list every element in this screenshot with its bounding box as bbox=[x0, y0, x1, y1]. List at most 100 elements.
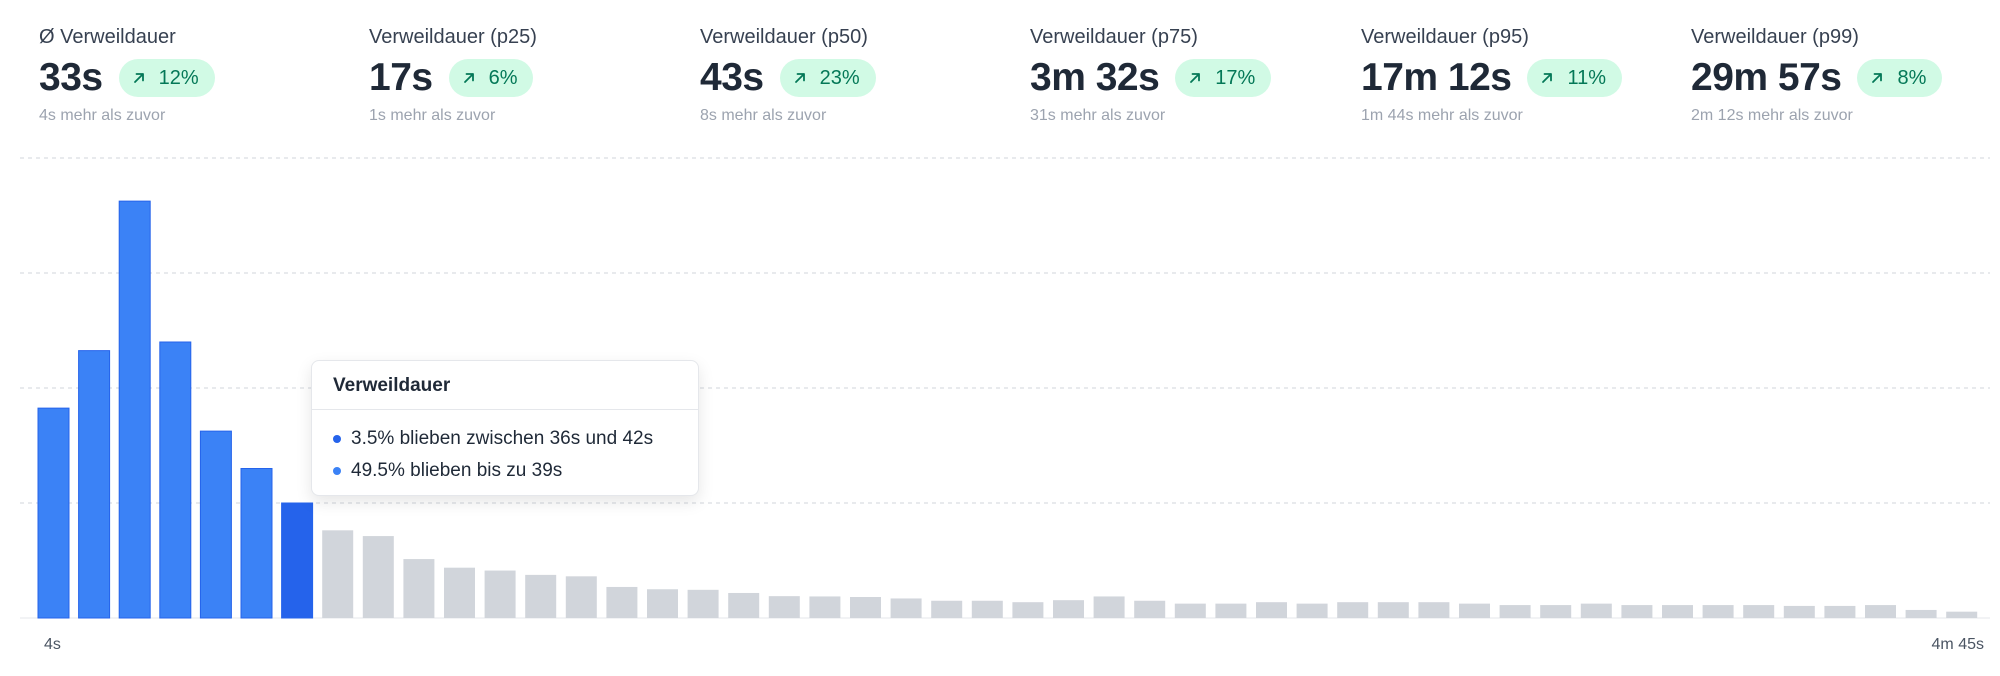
stat-value: 3m 32s bbox=[1030, 56, 1160, 99]
histogram-bar[interactable] bbox=[1905, 609, 1937, 618]
histogram-bar[interactable] bbox=[1256, 602, 1287, 618]
change-value: 11% bbox=[1567, 66, 1607, 89]
histogram-bar[interactable] bbox=[118, 200, 151, 619]
histogram-bar[interactable] bbox=[890, 598, 922, 618]
stat-label: Verweildauer (p99) bbox=[1691, 26, 1859, 48]
stat-value: 29m 57s bbox=[1691, 56, 1842, 99]
histogram-bar[interactable] bbox=[362, 536, 394, 618]
arrow-up-right-icon bbox=[1542, 73, 1553, 83]
stat-label: Ø Verweildauer bbox=[39, 26, 176, 48]
histogram-bar[interactable] bbox=[931, 600, 963, 618]
arrow-up-right-icon bbox=[794, 73, 805, 83]
histogram-bar[interactable] bbox=[1621, 605, 1653, 618]
histogram-bar[interactable] bbox=[1296, 603, 1328, 618]
series-dot-icon bbox=[333, 435, 341, 443]
x-axis-end-label: 4m 45s bbox=[1931, 636, 1984, 653]
tooltip-item: 49.5% blieben bis zu 39s bbox=[333, 455, 653, 487]
histogram-bar[interactable] bbox=[971, 600, 1003, 618]
change-value: 8% bbox=[1897, 66, 1927, 89]
histogram-bar[interactable] bbox=[1053, 600, 1084, 618]
arrow-up-right-icon bbox=[1872, 73, 1883, 83]
stat-label: Verweildauer (p95) bbox=[1361, 26, 1529, 48]
histogram-bar[interactable] bbox=[728, 592, 760, 618]
histogram-bar[interactable] bbox=[1540, 605, 1572, 618]
arrow-up-right-icon bbox=[463, 73, 474, 83]
stat-subtext: 4s mehr als zuvor bbox=[39, 107, 166, 124]
change-value: 6% bbox=[488, 66, 518, 89]
stat-p95: Verweildauer (p95) 17m 12s 11% 1m 44s me… bbox=[1361, 26, 1623, 125]
stat-subtext: 31s mehr als zuvor bbox=[1030, 107, 1166, 124]
histogram-bar[interactable] bbox=[1702, 605, 1734, 618]
histogram-bar[interactable] bbox=[1662, 605, 1693, 618]
stat-subtext: 2m 12s mehr als zuvor bbox=[1691, 107, 1853, 124]
change-badge: 17% bbox=[1175, 59, 1272, 97]
tooltip-divider bbox=[312, 409, 698, 410]
histogram-bar[interactable] bbox=[1134, 600, 1166, 618]
arrow-up-right-icon bbox=[1190, 73, 1201, 83]
histogram-bar[interactable] bbox=[1093, 596, 1125, 618]
series-dot-icon bbox=[333, 467, 341, 475]
histogram-bar[interactable] bbox=[525, 574, 557, 618]
stat-subtext: 1m 44s mehr als zuvor bbox=[1361, 107, 1523, 124]
stat-label: Verweildauer (p25) bbox=[369, 26, 537, 48]
histogram-bar[interactable] bbox=[1743, 605, 1775, 618]
histogram-bar[interactable] bbox=[606, 586, 638, 618]
histogram-bar[interactable] bbox=[809, 596, 841, 618]
histogram-bar[interactable] bbox=[1824, 605, 1856, 618]
histogram-bar[interactable] bbox=[647, 589, 678, 618]
stat-label: Verweildauer (p75) bbox=[1030, 26, 1198, 48]
stat-p99: Verweildauer (p99) 29m 57s 8% 2m 12s meh… bbox=[1691, 26, 1943, 125]
stat-value: 17m 12s bbox=[1361, 56, 1512, 99]
stats-row: Ø Verweildauer 33s 12% 4s mehr als zuvor… bbox=[39, 26, 1989, 126]
histogram-bar[interactable] bbox=[1499, 605, 1531, 618]
arrow-up-right-icon bbox=[133, 73, 144, 83]
tooltip-title: Verweildauer bbox=[333, 375, 451, 396]
stat-label: Verweildauer (p50) bbox=[700, 26, 868, 48]
histogram-bar[interactable] bbox=[1865, 605, 1896, 618]
change-value: 12% bbox=[158, 66, 199, 89]
change-badge: 12% bbox=[118, 59, 215, 97]
histogram-bar[interactable] bbox=[403, 559, 435, 618]
histogram-bar[interactable] bbox=[1783, 605, 1815, 618]
histogram-bar[interactable] bbox=[1174, 603, 1206, 618]
histogram-bar[interactable] bbox=[1459, 603, 1490, 618]
histogram-bar[interactable] bbox=[484, 570, 516, 618]
histogram-bar[interactable] bbox=[199, 430, 232, 619]
stat-p75: Verweildauer (p75) 3m 32s 17% 31s mehr a… bbox=[1030, 26, 1272, 125]
duration-histogram bbox=[20, 157, 1990, 619]
histogram-bar[interactable] bbox=[1012, 602, 1044, 618]
tooltip-item-text: 3.5% blieben zwischen 36s und 42s bbox=[351, 428, 654, 449]
stat-p50: Verweildauer (p50) 43s 23% 8s mehr als z… bbox=[700, 26, 876, 125]
stat-value: 17s bbox=[369, 56, 433, 99]
stat-value: 33s bbox=[39, 56, 103, 99]
histogram-bar[interactable] bbox=[159, 341, 192, 619]
stat-p25: Verweildauer (p25) 17s 6% 1s mehr als zu… bbox=[369, 26, 537, 125]
stat-value: 43s bbox=[700, 56, 764, 99]
histogram-bar[interactable] bbox=[37, 407, 70, 619]
histogram-bar[interactable] bbox=[1377, 602, 1409, 618]
histogram-bar[interactable] bbox=[240, 468, 273, 619]
x-axis-start-label: 4s bbox=[44, 636, 61, 653]
change-badge: 8% bbox=[1857, 59, 1943, 97]
histogram-bar[interactable] bbox=[78, 350, 111, 619]
histogram-bar[interactable] bbox=[565, 576, 597, 618]
histogram-bar[interactable] bbox=[1418, 602, 1450, 618]
change-badge: 11% bbox=[1527, 59, 1623, 97]
histogram-bar[interactable] bbox=[1337, 602, 1369, 618]
histogram-bar[interactable] bbox=[1215, 603, 1247, 618]
change-badge: 23% bbox=[779, 59, 876, 97]
histogram-bar[interactable] bbox=[687, 589, 719, 618]
histogram-bar[interactable] bbox=[322, 530, 354, 618]
histogram-bar[interactable] bbox=[1580, 603, 1612, 618]
histogram-bar[interactable] bbox=[281, 502, 314, 619]
change-badge: 6% bbox=[448, 59, 534, 97]
change-value: 17% bbox=[1215, 66, 1256, 89]
change-value: 23% bbox=[819, 66, 860, 89]
tooltip-item: 3.5% blieben zwischen 36s und 42s bbox=[333, 423, 653, 455]
histogram-bar[interactable] bbox=[1946, 611, 1978, 618]
stat-subtext: 1s mehr als zuvor bbox=[369, 107, 496, 124]
histogram-bar[interactable] bbox=[850, 597, 881, 618]
stat-subtext: 8s mehr als zuvor bbox=[700, 107, 827, 124]
histogram-bar[interactable] bbox=[444, 567, 475, 618]
histogram-bar[interactable] bbox=[768, 596, 800, 618]
